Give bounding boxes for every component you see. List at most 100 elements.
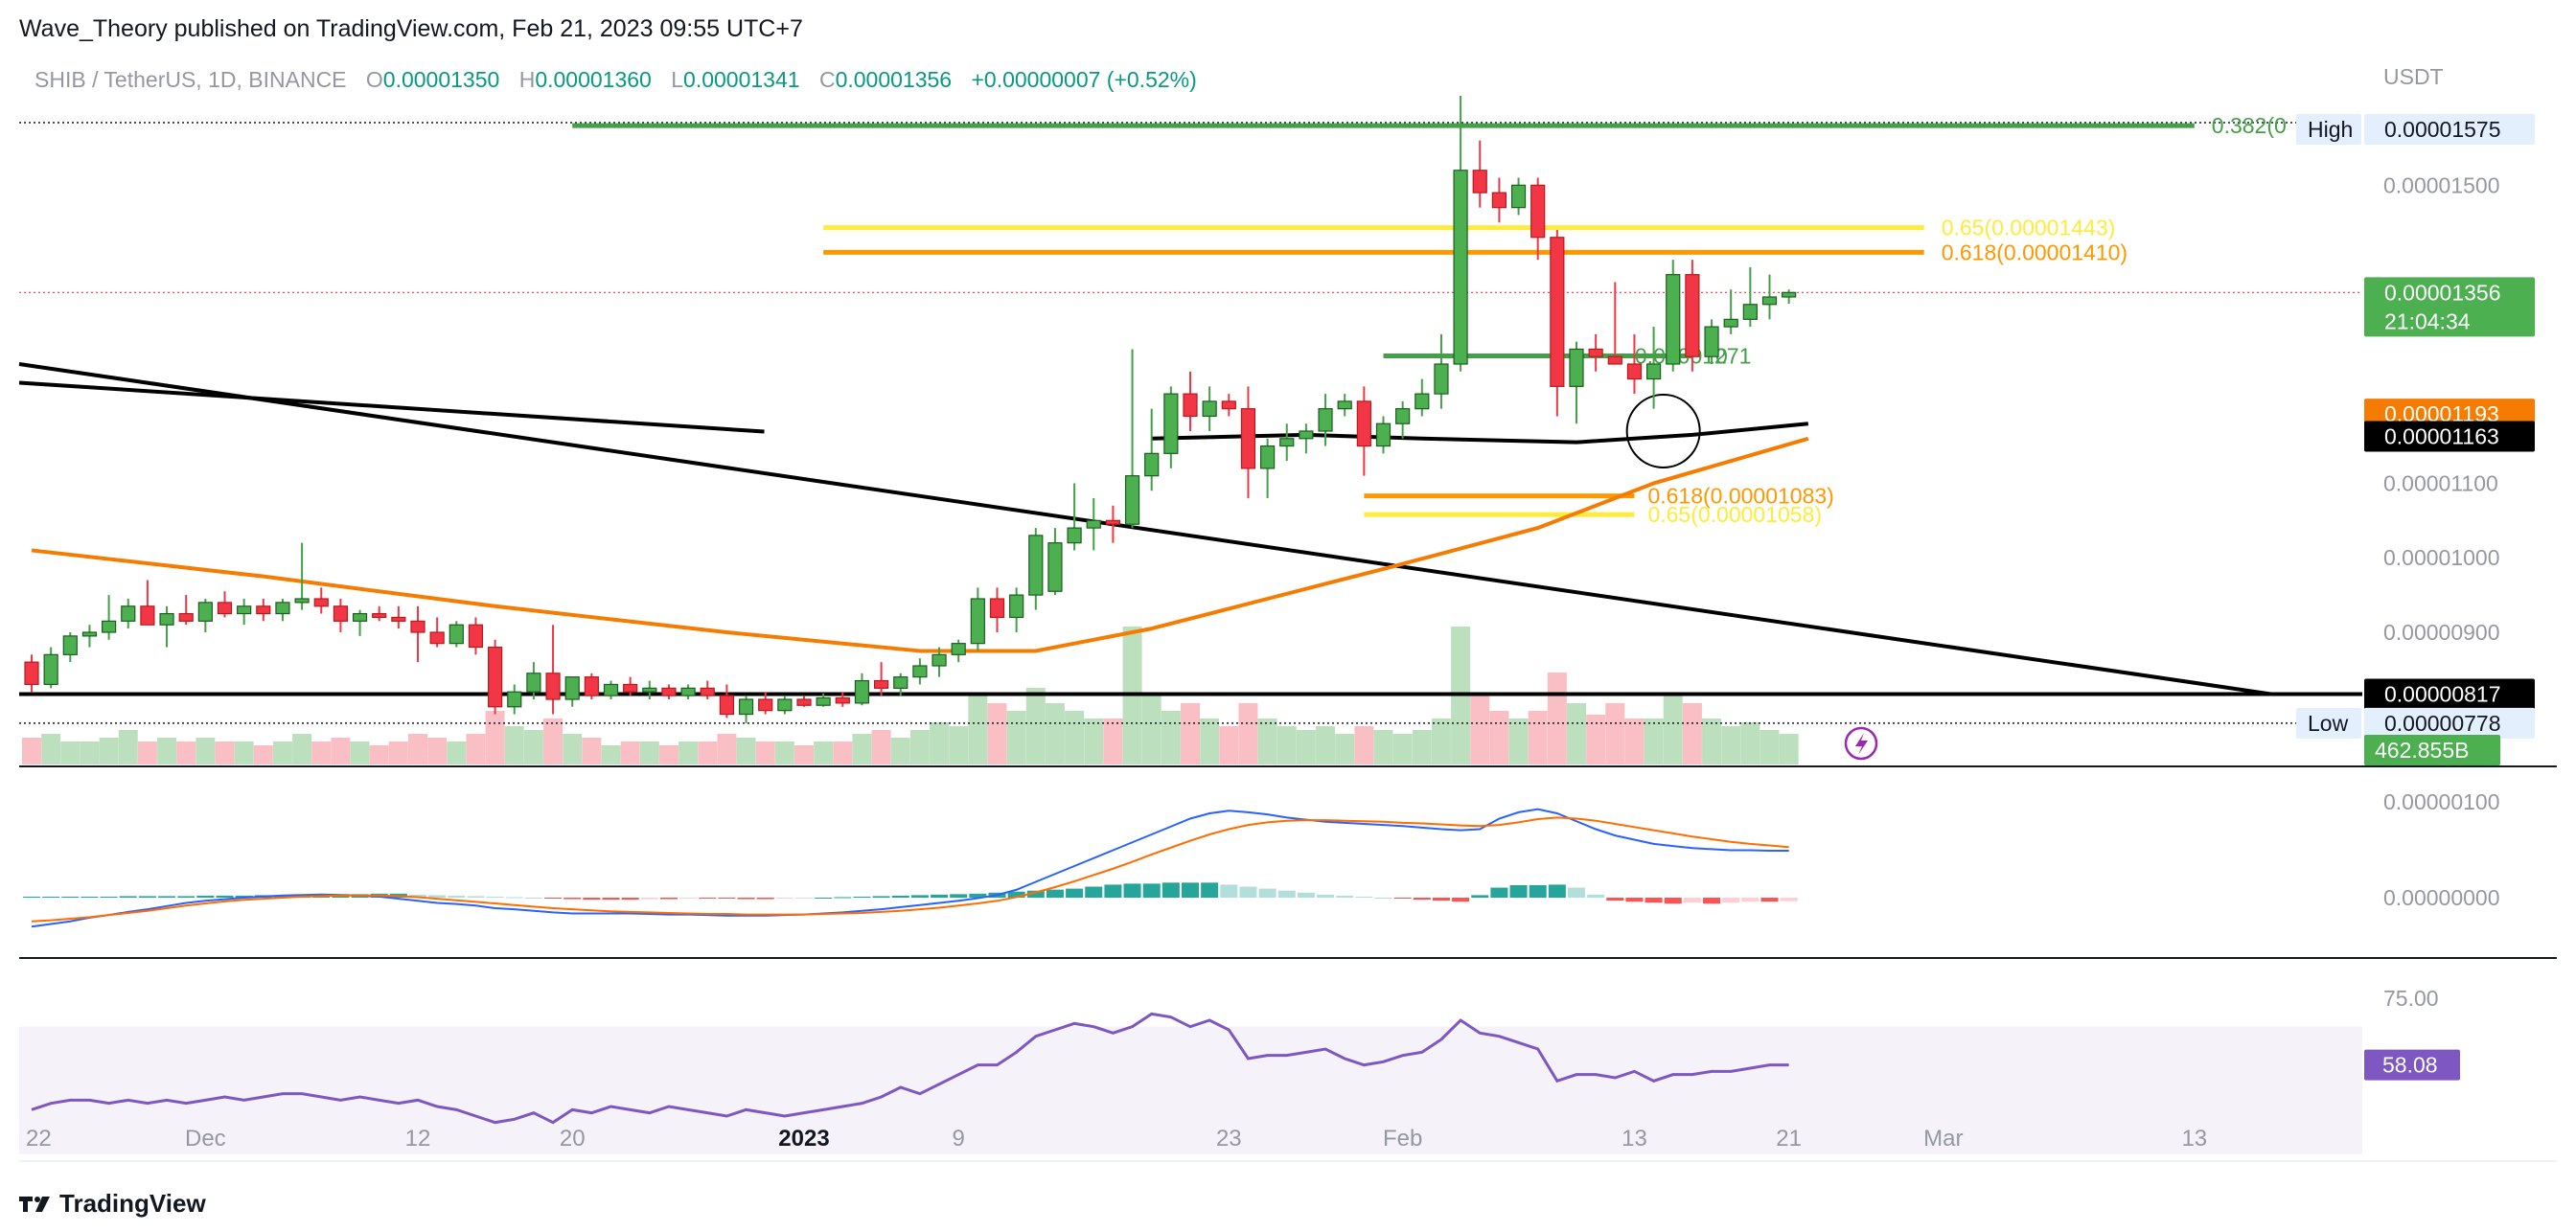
candle-body: [932, 653, 947, 667]
low-key: L: [671, 67, 684, 92]
candle-body: [1279, 438, 1295, 447]
time-axis-label: 2023: [778, 1126, 829, 1152]
macd-histogram-bar: [1413, 898, 1431, 901]
volume-bar: [909, 730, 930, 764]
volume-bar: [1605, 703, 1625, 764]
candle-body: [1009, 594, 1024, 619]
candle-body: [584, 676, 599, 696]
rsi-pane[interactable]: 75.00 58.08: [19, 986, 2460, 1154]
price-tag: [2364, 678, 2535, 710]
volume-bar: [388, 741, 408, 764]
volume-bar: [331, 738, 351, 764]
volume-bar: [427, 738, 448, 764]
macd-histogram-bar: [564, 898, 582, 900]
close-value: 0.00001356: [835, 67, 953, 92]
candle-body: [101, 620, 117, 633]
candle-body: [1395, 408, 1411, 424]
macd-histogram-bar: [1239, 886, 1257, 898]
rsi-band: [19, 1026, 2362, 1154]
price-tag-value: 0.00001356: [2384, 280, 2501, 305]
volume-bar: [1644, 719, 1664, 764]
volume-bar: [678, 741, 699, 764]
fib-level-label: 0.382(0: [2212, 113, 2287, 138]
price-axis[interactable]: USDT 0.00001500 0.00001100 0.00001000 0.0000…: [2296, 64, 2535, 765]
price-axis-tick: 0.00001000: [2383, 545, 2500, 570]
volume-bar: [1508, 719, 1529, 764]
descending-trendline: [18, 362, 2272, 696]
macd-histogram-bar: [1046, 889, 1064, 898]
macd-histogram-bar: [1587, 894, 1605, 898]
candle-body: [1356, 400, 1371, 447]
candle-body: [835, 696, 850, 704]
candle-body: [603, 683, 619, 696]
candle-body: [1761, 296, 1778, 306]
macd-histogram-bar: [1664, 898, 1682, 904]
candle-body: [700, 687, 715, 696]
candle-body: [912, 665, 928, 678]
macd-histogram-bar: [1317, 894, 1335, 898]
candle-body: [796, 698, 812, 706]
high-value: 0.00001360: [535, 67, 652, 92]
footer-brand[interactable]: TradingView: [19, 1189, 206, 1219]
candle-body: [719, 695, 735, 716]
volume-bar: [658, 745, 678, 764]
macd-axis-tick: 0.00000100: [2383, 789, 2500, 814]
macd-histogram-bar: [718, 898, 736, 900]
macd-histogram-bar: [428, 895, 447, 898]
candle-body: [1472, 170, 1487, 194]
candle-body: [989, 598, 1005, 619]
candle-body: [545, 673, 561, 700]
macd-histogram-bar: [1741, 898, 1760, 902]
candle-body: [372, 612, 387, 619]
open-key: O: [365, 67, 383, 92]
macd-histogram-bar: [910, 895, 929, 898]
price-axis-tick: 0.00000900: [2383, 620, 2500, 645]
macd-histogram-bar: [621, 898, 639, 901]
candle-body: [1782, 291, 1797, 298]
macd-histogram-bar: [1452, 898, 1470, 902]
macd-histogram-bar: [1277, 890, 1296, 898]
volume-bar: [620, 741, 640, 764]
volume-bar: [1065, 711, 1085, 764]
macd-histogram-bar: [699, 898, 717, 900]
price-axis-tick: 0.00001100: [2383, 470, 2498, 495]
volume-bar: [1181, 703, 1200, 764]
volume-bar: [1335, 734, 1355, 764]
rsi-value-tag: [2364, 1049, 2460, 1081]
macd-histogram-bar: [815, 898, 833, 899]
candle-body: [1510, 184, 1527, 209]
candle-body: [1645, 363, 1662, 380]
volume-bar: [987, 703, 1007, 764]
candle-body: [680, 687, 696, 696]
macd-histogram-bar: [42, 896, 60, 898]
time-axis[interactable]: 22 Dec 12 20 2023 9 23 Feb 13 21 Mar 13: [26, 1126, 2207, 1152]
volume-bar: [1586, 715, 1606, 764]
volume-bar: [215, 741, 235, 764]
price-tag: [2364, 707, 2535, 739]
candle-body: [1685, 274, 1700, 357]
macd-pane[interactable]: 0.00000100 0.00000000: [23, 789, 2500, 928]
candle-body: [429, 631, 445, 645]
candle-body: [81, 631, 98, 637]
price-tag-label-box: [2296, 707, 2361, 739]
descending-trendline-2: [18, 380, 765, 434]
ma-line: [1151, 422, 1808, 445]
volume-bar: [137, 741, 157, 764]
volume-bar: [1682, 703, 1702, 764]
macd-histogram-bar: [235, 895, 253, 898]
ema-line: [31, 436, 1809, 653]
main-price-pane[interactable]: 0.382(0 0.65(0.00001443)0.618(0.00001410)…: [18, 96, 2557, 1162]
candle-body: [178, 612, 194, 622]
macd-histogram-bar: [640, 898, 658, 900]
volume-bar: [408, 734, 427, 764]
volume-bar: [196, 738, 216, 764]
price-tag-label: High: [2308, 117, 2353, 142]
volume-bar: [447, 741, 467, 764]
volume-bar: [1354, 726, 1374, 764]
candle-body: [1047, 542, 1063, 592]
volume-bar: [1547, 673, 1567, 764]
volume-bar: [253, 745, 273, 764]
volume-bar: [1373, 730, 1393, 764]
price-tag: [2364, 114, 2535, 145]
